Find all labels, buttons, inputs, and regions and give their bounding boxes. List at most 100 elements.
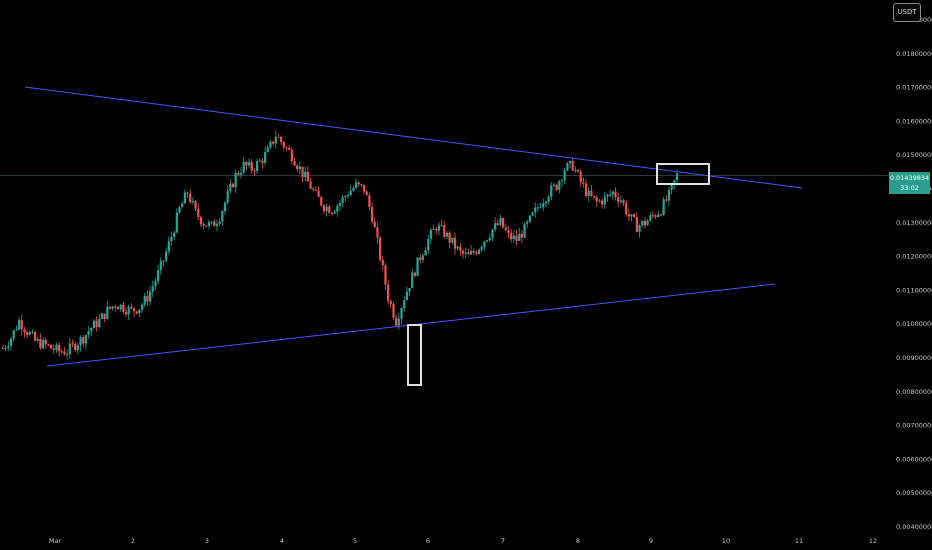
y-tick-label: 0.01300000	[896, 219, 932, 227]
candle-down	[199, 217, 203, 225]
x-tick-label: 3	[205, 537, 209, 545]
candle-up	[568, 160, 572, 164]
candle-up	[488, 237, 491, 241]
candle-down	[419, 257, 422, 260]
candle-up	[87, 331, 90, 336]
candle-up	[4, 347, 7, 349]
candle-up	[178, 207, 181, 213]
candle-up	[646, 220, 649, 226]
upper-trendline[interactable]	[24, 86, 803, 189]
candle-down	[202, 224, 205, 226]
candle-down	[595, 197, 598, 202]
candle-up	[560, 180, 564, 182]
candle-down	[314, 189, 318, 191]
candle-up	[181, 203, 184, 208]
candle-up	[630, 214, 633, 217]
candle-up	[215, 223, 219, 227]
candle-up	[469, 250, 473, 255]
candle-up	[531, 212, 534, 216]
candle-up	[354, 182, 358, 188]
y-tick-label: 0.00500000	[896, 489, 932, 497]
candle-down	[584, 183, 588, 197]
time-axis[interactable]: Mar 2 3 4 5 6 7 8 9 10 11 12	[49, 537, 877, 545]
candle-up	[440, 225, 443, 227]
x-tick-label: Mar	[49, 537, 62, 545]
candle-up	[336, 205, 339, 212]
candle-up	[403, 300, 406, 309]
candle-down	[103, 313, 106, 320]
candle-down	[317, 190, 320, 197]
candle-up	[92, 320, 96, 328]
candle-up	[149, 291, 152, 302]
candle-up	[98, 318, 101, 328]
candle-down	[392, 303, 395, 318]
candle-down	[60, 351, 63, 353]
candle-down	[253, 170, 256, 172]
candle-down	[627, 214, 630, 217]
candle-up	[143, 295, 146, 305]
candle-up	[483, 241, 486, 248]
candle-down	[50, 344, 53, 349]
candle-down	[122, 304, 125, 312]
candle-up	[427, 238, 430, 251]
candle-down	[389, 301, 392, 304]
last-price-tag: 0.01439834 33:02	[889, 172, 930, 194]
candle-up	[264, 152, 267, 163]
candle-up	[183, 192, 186, 204]
candle-up	[437, 225, 441, 231]
y-tick-label: 0.01600000	[896, 117, 932, 125]
candle-up	[90, 327, 93, 332]
candle-down	[443, 225, 446, 237]
candle-up	[542, 203, 545, 208]
candle-up	[167, 241, 170, 252]
candle-down	[306, 171, 310, 182]
candles-group	[1, 130, 679, 360]
candle-down	[472, 250, 475, 253]
candle-up	[675, 173, 679, 181]
candle-down	[58, 344, 61, 352]
candle-up	[528, 215, 531, 222]
candle-up	[221, 211, 224, 222]
candle-up	[304, 171, 307, 178]
candle-up	[518, 233, 521, 241]
candle-down	[272, 141, 275, 144]
highlight-box-low[interactable]	[407, 324, 422, 386]
candle-down	[213, 221, 216, 227]
candle-up	[247, 162, 251, 166]
candle-up	[106, 306, 109, 320]
candle-down	[654, 215, 657, 217]
candle-down	[186, 192, 189, 194]
x-tick-label: 6	[426, 537, 430, 545]
candle-up	[547, 196, 550, 202]
candle-down	[510, 232, 513, 240]
candle-up	[451, 237, 454, 243]
candle-up	[480, 247, 483, 250]
highlight-box-breakout[interactable]	[656, 163, 710, 185]
candle-down	[25, 332, 29, 335]
y-tick-label: 0.01000000	[896, 320, 932, 328]
candle-up	[349, 190, 352, 196]
candle-down	[395, 317, 398, 326]
candle-up	[159, 260, 162, 271]
candle-up	[218, 221, 221, 224]
candle-down	[504, 227, 507, 231]
candle-down	[63, 351, 66, 355]
candle-up	[662, 199, 665, 215]
y-tick-label: 0.01200000	[896, 253, 932, 261]
candle-down	[39, 338, 42, 349]
candle-up	[611, 191, 614, 195]
candle-up	[175, 212, 178, 233]
candle-up	[79, 337, 82, 346]
currency-badge[interactable]: USDT	[893, 3, 921, 22]
candle-down	[124, 311, 128, 315]
candle-up	[421, 255, 425, 260]
candle-down	[296, 165, 299, 170]
candle-down	[448, 232, 451, 243]
candle-up	[127, 306, 130, 315]
candle-down	[277, 136, 280, 138]
candle-down	[194, 201, 197, 209]
candle-down	[362, 184, 366, 192]
